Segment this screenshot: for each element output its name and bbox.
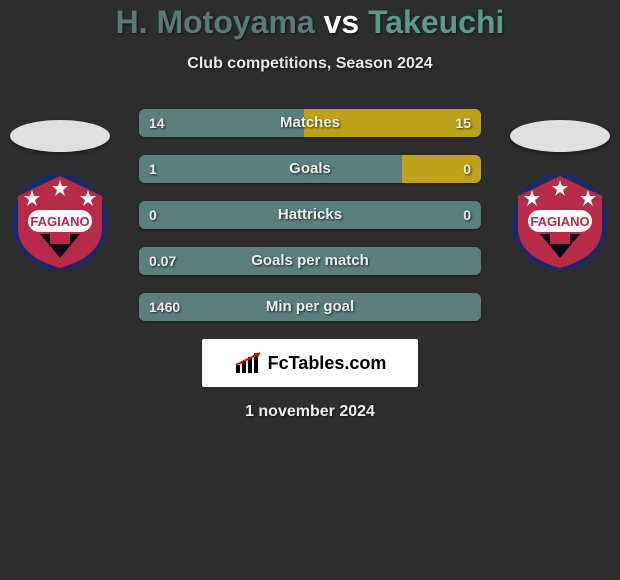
player2-club-badge: FAGIANO — [510, 172, 610, 272]
stat-label: Matches — [139, 109, 481, 137]
player1-avatar: FAGIANO — [10, 120, 110, 272]
stat-value-right: 0 — [463, 155, 471, 183]
stat-label: Goals per match — [139, 247, 481, 275]
avatar-head-icon — [510, 120, 610, 152]
stat-value-left: 0 — [149, 201, 157, 229]
brand-box: FcTables.com — [202, 339, 418, 387]
player1-name: H. Motoyama — [116, 4, 315, 40]
badge-label-text: FAGIANO — [30, 214, 89, 229]
brand-text: FcTables.com — [268, 353, 387, 374]
stat-value-left: 14 — [149, 109, 165, 137]
badge-label-text: FAGIANO — [530, 214, 589, 229]
stat-row: Hattricks0 0 — [139, 201, 481, 229]
avatar-head-icon — [10, 120, 110, 152]
subtitle: Club competitions, Season 2024 — [0, 55, 620, 73]
stat-label: Min per goal — [139, 293, 481, 321]
stats-section: Matches1415Goals10Hattricks00Goals per m… — [139, 109, 481, 321]
stat-row: Min per goal1460 — [139, 293, 481, 321]
stat-value-left: 1 — [149, 155, 157, 183]
date-text: 1 november 2024 — [0, 403, 620, 421]
stat-row: Matches14 15 — [139, 109, 481, 137]
stat-label: Goals — [139, 155, 481, 183]
bar-chart-icon — [234, 351, 262, 375]
stat-row: Goals1 0 — [139, 155, 481, 183]
comparison-infographic: H. Motoyama vs Takeuchi Club competition… — [0, 0, 620, 580]
stat-row: Goals per match0.07 — [139, 247, 481, 275]
vs-text: vs — [324, 4, 360, 40]
stat-value-right: 0 — [463, 201, 471, 229]
stat-label: Hattricks — [139, 201, 481, 229]
player1-club-badge: FAGIANO — [10, 172, 110, 272]
page-title: H. Motoyama vs Takeuchi — [0, 0, 620, 41]
stat-value-right: 15 — [455, 109, 471, 137]
stat-value-left: 1460 — [149, 293, 180, 321]
stat-value-left: 0.07 — [149, 247, 176, 275]
player2-name: Takeuchi — [368, 4, 504, 40]
player2-avatar: FAGIANO — [510, 120, 610, 272]
